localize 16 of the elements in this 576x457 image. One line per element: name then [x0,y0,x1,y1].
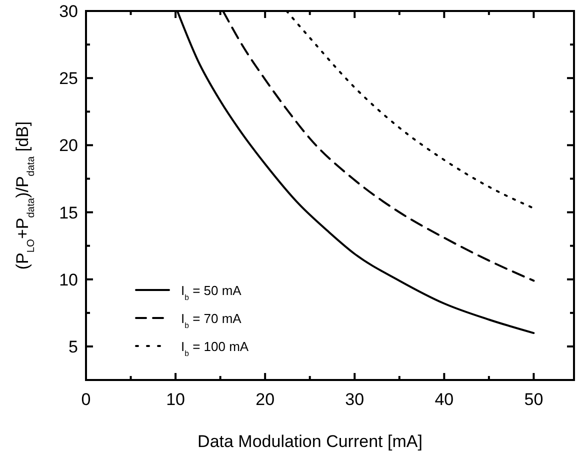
y-tick-label: 25 [59,69,78,88]
x-tick-label: 30 [345,390,364,409]
y-tick-label: 15 [59,203,78,222]
y-tick-label: 10 [59,270,78,290]
x-tick-label: 50 [524,390,544,409]
y-tick-label: 5 [68,337,78,356]
x-tick-label: 40 [434,390,454,409]
legend-label: I$_{b}$ = 70 mA [181,311,242,330]
x-tick-label: 10 [166,390,185,409]
legend-label: I$_{b}$ = 50 mA [181,283,242,302]
y-tick-label: 30 [59,2,78,21]
legend-label: I$_{b}$ = 100 mA [181,339,249,358]
x-axis-title: Data Modulation Current [mA] [198,432,422,451]
x-tick-label: 0 [81,390,91,409]
y-tick-label: 20 [59,136,78,156]
x-tick-label: 20 [256,390,275,409]
